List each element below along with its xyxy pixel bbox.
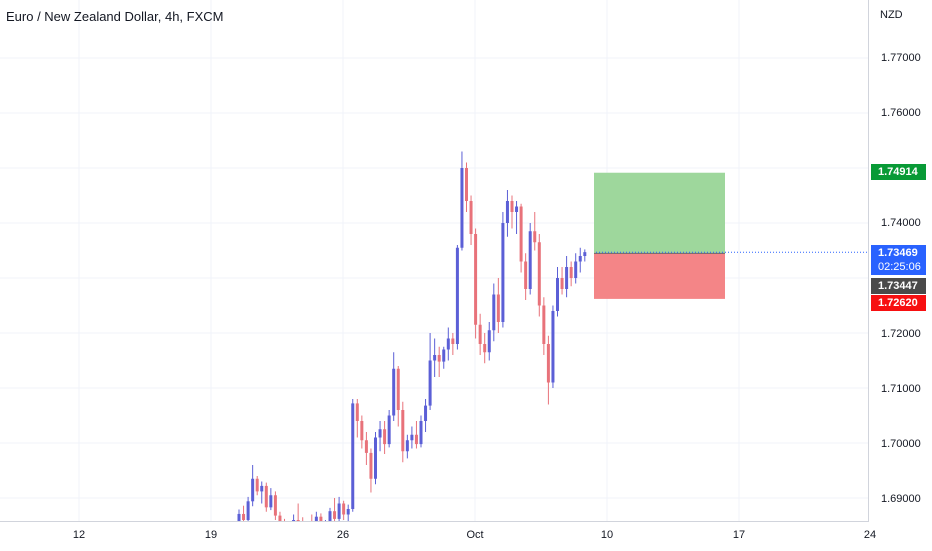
candle-body-down — [542, 305, 546, 344]
candle-body-down — [483, 344, 487, 353]
candle-body-up — [387, 415, 391, 445]
candle-body-down — [414, 434, 418, 445]
candle-body-down — [242, 513, 246, 520]
candle-body-up — [487, 330, 491, 353]
candle-body-up — [246, 501, 250, 520]
candle-body-up — [392, 368, 396, 416]
candle-body-down — [510, 201, 514, 212]
candle-body-down — [255, 478, 259, 492]
candle-body-up — [428, 360, 432, 406]
candle-body-down — [496, 294, 500, 322]
price-tick-label: 1.74000 — [881, 217, 921, 229]
candle-body-up — [424, 405, 428, 421]
price-tick-label: 1.71000 — [881, 383, 921, 395]
candle-body-up — [501, 223, 505, 322]
candle-body-up — [551, 311, 555, 383]
time-tick-label: 24 — [863, 529, 877, 541]
candle-body-up — [346, 509, 350, 515]
candle-body-down — [278, 515, 282, 521]
candle-body-up — [405, 440, 409, 452]
price-tick-label: 1.72000 — [881, 328, 921, 340]
price-tick-label: 1.70000 — [881, 438, 921, 450]
candle-body-up — [292, 520, 296, 521]
candle-countdown: 02:25:06 — [878, 261, 921, 273]
time-tick-label: 10 — [600, 529, 614, 541]
candle-body-up — [351, 403, 355, 509]
candle-body-down — [465, 168, 468, 201]
candle-body-up — [328, 511, 332, 521]
price-tick-label: 1.69000 — [881, 493, 921, 505]
loss-zone — [594, 253, 725, 299]
candle-body-up — [556, 278, 559, 311]
price-tick-label: 1.77000 — [881, 52, 921, 64]
candle-body-up — [337, 503, 341, 519]
candle-body-up — [314, 516, 318, 521]
candle-body-down — [519, 206, 523, 262]
profit-zone — [594, 172, 725, 254]
price-tick-label: 1.76000 — [881, 107, 921, 119]
candle-body-up — [442, 349, 446, 362]
candle-body-up — [515, 206, 519, 212]
candle-body-down — [533, 231, 537, 243]
candle-body-down — [437, 355, 441, 362]
candle-body-down — [369, 452, 373, 479]
candle-body-up — [455, 247, 459, 344]
entry-price-badge: 1.73447 — [871, 278, 926, 294]
candle-body-down — [401, 410, 405, 452]
candle-body-down — [296, 520, 300, 521]
candle-body-up — [419, 421, 423, 445]
candle-body-up — [460, 168, 464, 248]
currency-label: NZD — [880, 9, 903, 21]
candle-body-down — [333, 511, 337, 519]
candle-body-down — [342, 503, 346, 515]
candle-body-up — [374, 437, 377, 479]
candle-body-down — [560, 278, 564, 289]
candle-body-up — [260, 485, 264, 492]
candle-body-up — [433, 355, 437, 361]
stop-price-badge: 1.72620 — [871, 295, 926, 311]
candle-body-down — [364, 440, 368, 453]
candle-body-up — [528, 231, 532, 289]
candle-body-down — [546, 344, 550, 383]
last-price-badge: 1.73469 02:25:06 — [871, 245, 926, 275]
candle-body-down — [478, 324, 482, 344]
target-price-badge: 1.74914 — [871, 164, 926, 180]
candle-body-up — [269, 495, 273, 508]
candle-body-up — [505, 201, 509, 223]
candle-body-down — [273, 495, 277, 516]
candle-body-up — [583, 252, 587, 256]
candle-body-down — [451, 338, 455, 344]
candle-body-up — [492, 294, 496, 331]
time-tick-label: 12 — [72, 529, 86, 541]
time-tick-label: Oct — [466, 529, 484, 541]
candle-body-up — [446, 338, 450, 350]
candle-body-up — [565, 267, 569, 289]
time-tick-label: 26 — [336, 529, 350, 541]
candle-body-down — [383, 429, 387, 445]
candle-body-down — [569, 267, 573, 278]
candle-body-down — [319, 516, 323, 521]
candle-body-down — [355, 403, 359, 421]
time-tick-label: 17 — [732, 529, 746, 541]
time-tick-label: 19 — [204, 529, 218, 541]
candle-body-up — [574, 261, 578, 278]
candle-body-down — [264, 485, 268, 508]
candle-body-up — [410, 434, 414, 441]
candle-body-up — [251, 478, 255, 502]
last-price-value: 1.73469 — [878, 247, 918, 259]
candle-body-up — [237, 513, 241, 521]
candle-body-up — [578, 256, 582, 262]
chart-title: Euro / New Zealand Dollar, 4h, FXCM — [6, 9, 224, 24]
candle-body-down — [360, 421, 364, 441]
candle-body-down — [396, 368, 400, 410]
time-axis[interactable] — [0, 521, 868, 551]
candle-body-down — [469, 201, 473, 234]
candle-body-down — [537, 242, 541, 306]
candle-body-down — [474, 234, 478, 325]
candle-body-down — [524, 261, 528, 289]
candle-body-up — [378, 429, 382, 438]
